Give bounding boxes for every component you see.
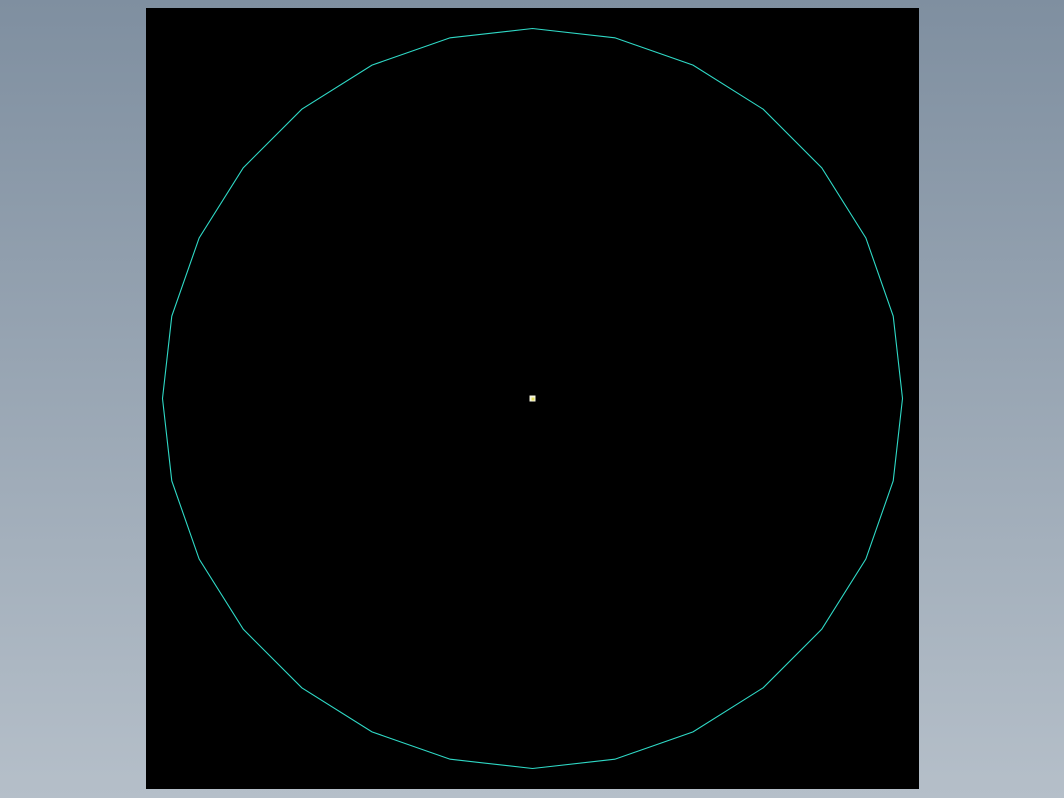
drawing-canvas[interactable] [146, 8, 919, 789]
drawing-viewport[interactable] [146, 8, 919, 789]
origin-marker-icon [530, 396, 536, 402]
